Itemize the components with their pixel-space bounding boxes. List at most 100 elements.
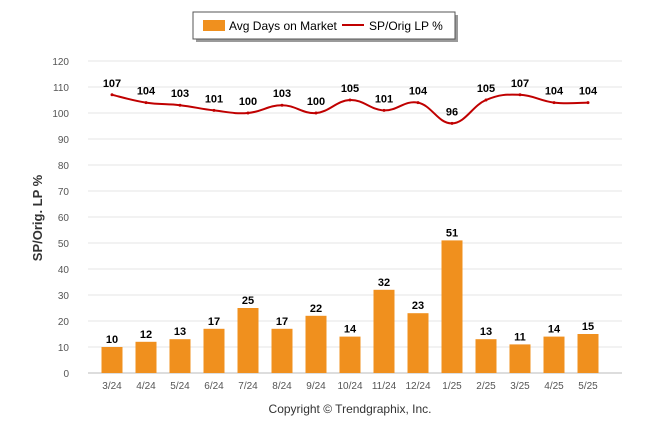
line-data-label: 104	[409, 86, 428, 98]
x-tick-label: 4/24	[136, 381, 156, 392]
x-tick-label: 2/25	[476, 381, 496, 392]
y-tick-label: 70	[58, 187, 70, 198]
bar	[407, 313, 429, 373]
legend-line-label: SP/Orig LP %	[369, 19, 443, 33]
bar-data-label: 32	[378, 277, 390, 289]
y-tick-label: 50	[58, 239, 70, 250]
x-tick-label: 7/24	[238, 381, 258, 392]
x-tick-label: 6/24	[204, 381, 224, 392]
y-tick-label: 60	[58, 213, 70, 224]
line-point	[280, 103, 284, 107]
line-data-label: 100	[239, 96, 257, 108]
bar	[135, 341, 157, 373]
x-tick-label: 5/24	[170, 381, 190, 392]
bar-data-label: 13	[174, 326, 186, 338]
bar-data-label: 22	[310, 303, 322, 315]
line-point	[450, 121, 454, 125]
line-data-label: 103	[171, 88, 189, 100]
copyright-text: Copyright © Trendgraphix, Inc.	[269, 402, 432, 416]
line-series	[110, 93, 590, 125]
bar	[169, 339, 191, 373]
bar	[509, 344, 531, 373]
line-point	[348, 98, 352, 102]
bar-data-label: 13	[480, 326, 492, 338]
bar-data-label: 17	[208, 316, 220, 328]
y-tick-label: 0	[63, 369, 69, 380]
line-data-labels: 107 104 103 101 100 103 100 105 101 104 96 105 107 10…	[103, 78, 598, 119]
line-data-label: 107	[511, 78, 529, 90]
line-point	[178, 103, 182, 107]
bar	[203, 328, 225, 373]
line-point	[246, 111, 250, 115]
x-tick-label: 8/24	[272, 381, 292, 392]
bar	[305, 315, 327, 373]
bar-data-label: 14	[344, 324, 357, 336]
line-point	[144, 101, 148, 105]
y-tick-label: 10	[58, 343, 70, 354]
line-data-label: 104	[137, 86, 156, 98]
line-point	[552, 101, 556, 105]
legend-bar-swatch	[203, 20, 225, 31]
bar	[373, 289, 395, 373]
x-tick-label: 10/24	[337, 381, 362, 392]
line-point	[314, 111, 318, 115]
line-data-label: 105	[477, 83, 495, 95]
line-data-label: 105	[341, 83, 359, 95]
grid	[88, 60, 622, 374]
line-data-label: 104	[579, 86, 598, 98]
line-point	[110, 93, 114, 97]
line-data-label: 101	[205, 93, 223, 105]
line-point	[586, 101, 590, 105]
bar-data-label: 51	[446, 227, 458, 239]
y-tick-label: 120	[52, 57, 69, 68]
x-ticks: 3/24 4/24 5/24 6/24 7/24 8/24 9/24 10/24 11/24 12…	[102, 381, 598, 392]
bar-data-label: 11	[514, 331, 526, 343]
x-tick-label: 11/24	[372, 381, 397, 392]
bar-data-labels: 10 12 13 17 25 17 22 14 32 23 51 13 11 14 15	[106, 227, 594, 346]
y-tick-label: 90	[58, 135, 70, 146]
line-data-label: 101	[375, 93, 393, 105]
bar-data-label: 25	[242, 295, 254, 307]
y-tick-label: 40	[58, 265, 70, 276]
x-tick-label: 5/25	[578, 381, 598, 392]
line-point	[416, 101, 420, 105]
x-tick-label: 1/25	[442, 381, 462, 392]
line-point	[382, 108, 386, 112]
y-tick-label: 20	[58, 317, 70, 328]
x-tick-label: 3/24	[102, 381, 122, 392]
y-tick-label: 110	[53, 83, 69, 94]
x-tick-label: 3/25	[510, 381, 530, 392]
y-tick-label: 80	[58, 161, 70, 172]
line-data-label: 104	[545, 86, 564, 98]
bar-data-label: 10	[106, 334, 118, 346]
bar-data-label: 12	[140, 329, 152, 341]
y-tick-label: 100	[52, 109, 69, 120]
x-tick-label: 9/24	[306, 381, 326, 392]
line-point	[212, 108, 216, 112]
bar	[101, 347, 123, 373]
bar	[441, 240, 463, 373]
legend: Avg Days on Market SP/Orig LP %	[192, 11, 458, 42]
line-point	[518, 93, 522, 97]
y-ticks: 0 10 20 30 40 50 60 70 80 90 100 110 120	[52, 57, 69, 380]
bar	[271, 328, 293, 373]
legend-box	[192, 11, 456, 40]
y-tick-label: 30	[58, 291, 70, 302]
bar	[475, 339, 497, 373]
bar-data-label: 17	[276, 316, 288, 328]
bar-data-label: 15	[582, 321, 594, 333]
line-data-label: 103	[273, 88, 291, 100]
bar-data-label: 14	[548, 324, 561, 336]
bar	[339, 336, 361, 373]
x-tick-label: 12/24	[405, 381, 430, 392]
bar-data-label: 23	[412, 300, 424, 312]
bar	[237, 308, 259, 373]
line-data-label: 100	[307, 96, 325, 108]
legend-bar-label: Avg Days on Market	[229, 19, 337, 33]
line-point	[484, 98, 488, 102]
y-axis-label: SP/Orig. LP %	[30, 174, 45, 261]
line-data-label: 96	[446, 106, 458, 118]
line-data-label: 107	[103, 78, 121, 90]
x-tick-label: 4/25	[544, 381, 564, 392]
